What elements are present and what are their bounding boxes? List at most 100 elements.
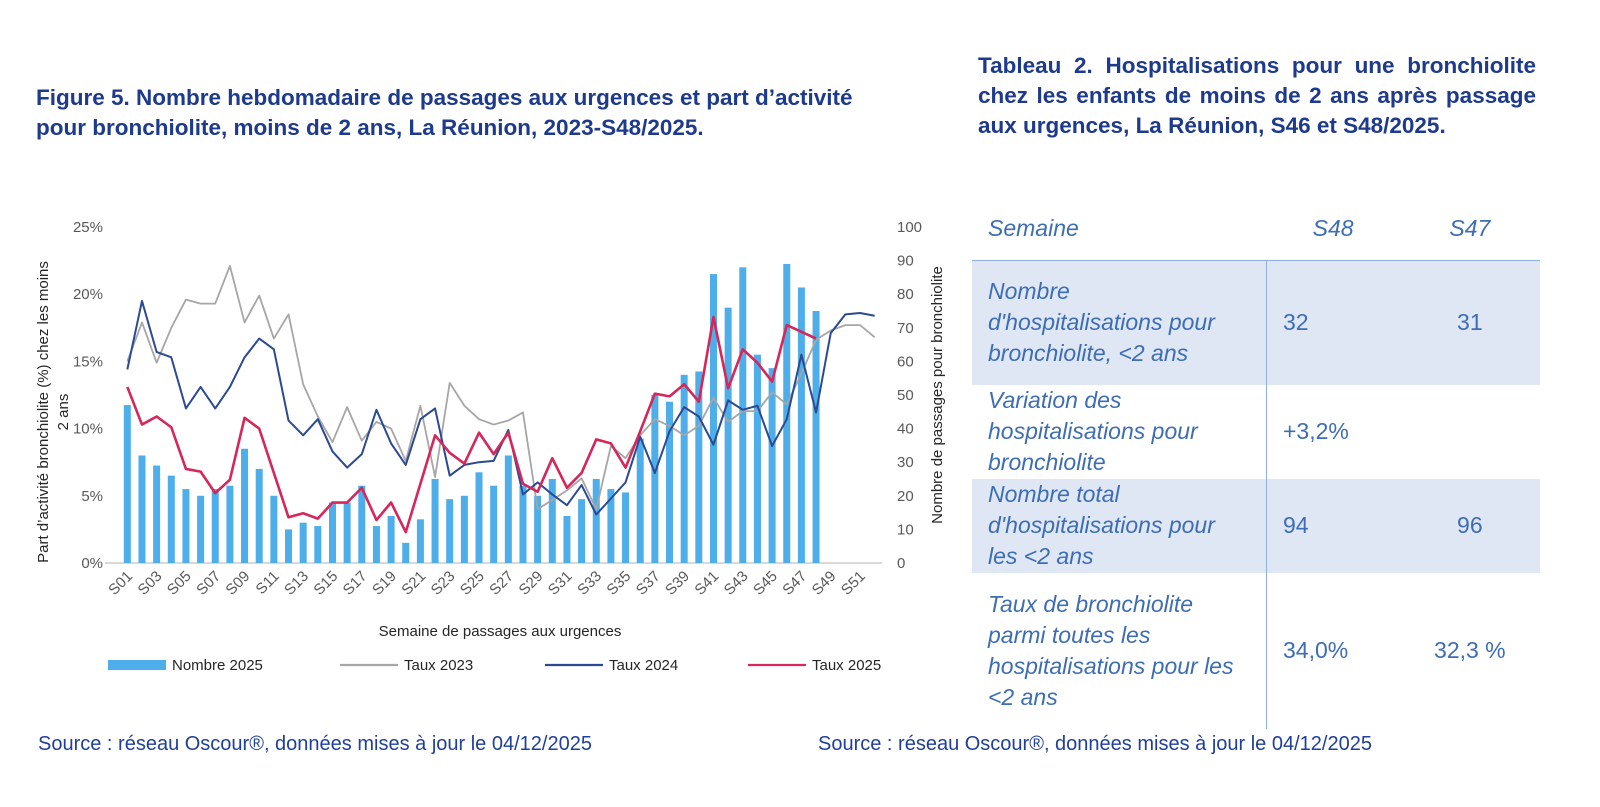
bar-nombre-2025-S06 bbox=[197, 495, 205, 563]
header-s48: S48 bbox=[1266, 196, 1400, 261]
x-tick-label: S23 bbox=[428, 568, 459, 599]
y-right-tick-label: 60 bbox=[897, 353, 914, 370]
y-left-tick-label: 10% bbox=[73, 421, 103, 438]
y-left-axis-title: Part d’activité bronchiolite (%) chez le… bbox=[35, 261, 52, 563]
bar-nombre-2025-S04 bbox=[167, 475, 175, 563]
x-tick-label: S41 bbox=[691, 568, 722, 599]
x-tick-label: S35 bbox=[603, 568, 634, 599]
x-tick-label: S01 bbox=[105, 568, 136, 599]
y-right-tick-label: 10 bbox=[897, 521, 914, 538]
table-row: Variation des hospitalisations pour bron… bbox=[972, 384, 1540, 479]
bar-nombre-2025-S41 bbox=[709, 274, 717, 563]
bar-nombre-2025-S32 bbox=[578, 499, 586, 563]
line-taux-2025 bbox=[126, 315, 817, 534]
bar-nombre-2025-S46 bbox=[783, 263, 791, 563]
y-left-tick-label: 15% bbox=[73, 353, 103, 370]
table-header-row: Semaine S48 S47 bbox=[972, 196, 1540, 261]
row-label: Nombre d'hospitalisations pour bronchiol… bbox=[972, 260, 1267, 385]
x-tick-label: S13 bbox=[281, 568, 312, 599]
x-tick-label: S47 bbox=[779, 568, 810, 599]
header-semaine: Semaine bbox=[972, 196, 1267, 261]
bar-nombre-2025-S37 bbox=[651, 395, 659, 563]
legend-label-taux-2024: Taux 2024 bbox=[609, 657, 678, 674]
bar-nombre-2025-S20 bbox=[402, 542, 410, 563]
y-left-tick-label: 5% bbox=[81, 488, 103, 505]
bar-nombre-2025-S33 bbox=[592, 479, 600, 563]
x-tick-label: S29 bbox=[516, 568, 547, 599]
x-tick-label: S21 bbox=[398, 568, 429, 599]
x-tick-label: S51 bbox=[838, 568, 869, 599]
y-left-tick-label: 0% bbox=[81, 555, 103, 572]
row-s48: +3,2% bbox=[1283, 418, 1349, 444]
y-right-tick-label: 70 bbox=[897, 320, 914, 337]
bar-nombre-2025-S28 bbox=[519, 485, 527, 563]
legend-swatch-nombre-2025 bbox=[108, 660, 166, 670]
bar-nombre-2025-S26 bbox=[490, 485, 498, 563]
x-tick-label: S07 bbox=[193, 568, 224, 599]
bar-nombre-2025-S39 bbox=[680, 374, 688, 563]
bar-nombre-2025-S43 bbox=[739, 267, 747, 563]
y-left-tick-label: 20% bbox=[73, 286, 103, 303]
row-label: Nombre total d'hospitalisations pour les… bbox=[972, 478, 1267, 573]
table-row: Taux de bronchiolite parmi toutes les ho… bbox=[972, 572, 1540, 729]
y-right-tick-label: 0 bbox=[897, 555, 905, 572]
bar-nombre-2025-S34 bbox=[607, 489, 615, 563]
bar-nombre-2025-S22 bbox=[431, 479, 439, 563]
bar-nombre-2025-S38 bbox=[666, 401, 674, 563]
bar-nombre-2025-S47 bbox=[797, 287, 805, 563]
bar-nombre-2025-S08 bbox=[226, 485, 234, 563]
x-tick-label: S33 bbox=[574, 568, 605, 599]
row-label: Taux de bronchiolite parmi toutes les ho… bbox=[972, 572, 1267, 729]
bar-nombre-2025-S31 bbox=[563, 515, 571, 563]
bar-nombre-2025-S07 bbox=[211, 489, 219, 563]
row-s47: 31 bbox=[1399, 260, 1540, 385]
row-s47 bbox=[1400, 385, 1540, 479]
x-tick-label: S05 bbox=[164, 568, 195, 599]
bar-nombre-2025-S18 bbox=[372, 526, 380, 563]
x-tick-label: S39 bbox=[662, 568, 693, 599]
bar-nombre-2025-S27 bbox=[504, 455, 512, 563]
row-label: Variation des hospitalisations pour bron… bbox=[972, 384, 1267, 479]
bar-nombre-2025-S15 bbox=[328, 502, 336, 563]
y-right-tick-label: 80 bbox=[897, 286, 914, 303]
bar-nombre-2025-S48 bbox=[812, 311, 820, 563]
x-tick-label: S17 bbox=[340, 568, 371, 599]
bar-nombre-2025-S21 bbox=[416, 519, 424, 563]
bar-nombre-2025-S01 bbox=[123, 405, 131, 563]
bar-nombre-2025-S09 bbox=[241, 448, 249, 563]
bar-nombre-2025-S36 bbox=[636, 438, 644, 563]
figure-title: Figure 5. Nombre hebdomadaire de passage… bbox=[36, 85, 853, 140]
table-source: Source : réseau Oscour®, données mises à… bbox=[818, 733, 1372, 755]
bronchiolite-chart: 0% 5% 10% 15% 20% 25% 0 10 20 30 40 50 60 70 80 90 100 S0… bbox=[35, 219, 946, 674]
bar-nombre-2025-S16 bbox=[343, 502, 351, 563]
header-s47: S47 bbox=[1399, 196, 1540, 261]
bar-nombre-2025-S17 bbox=[358, 485, 366, 563]
x-tick-label: S37 bbox=[633, 568, 664, 599]
table-title: Tableau 2. Hospitalisations pour une bro… bbox=[978, 53, 1536, 138]
bar-nombre-2025-S25 bbox=[475, 472, 483, 563]
y-right-tick-label: 30 bbox=[897, 454, 914, 471]
legend-label-nombre-2025: Nombre 2025 bbox=[172, 657, 263, 674]
legend-label-taux-2023: Taux 2023 bbox=[404, 657, 473, 674]
row-s48: 34,0% bbox=[1283, 637, 1349, 663]
row-s47: 96 bbox=[1399, 478, 1540, 573]
row-s47: 32,3 % bbox=[1434, 637, 1506, 663]
bar-nombre-2025-S42 bbox=[724, 307, 732, 563]
bar-nombre-2025-S30 bbox=[548, 479, 556, 563]
bar-nombre-2025-S45 bbox=[768, 368, 776, 563]
bar-nombre-2025-S23 bbox=[446, 499, 454, 563]
line-taux-2023 bbox=[126, 265, 876, 511]
x-tick-label: S09 bbox=[222, 568, 253, 599]
bar-nombre-2025-S44 bbox=[753, 354, 761, 563]
x-tick-label: S11 bbox=[253, 568, 283, 598]
bar-nombre-2025-S24 bbox=[460, 495, 468, 563]
legend-label-taux-2025: Taux 2025 bbox=[812, 657, 881, 674]
x-tick-label: S25 bbox=[457, 568, 488, 599]
bar-nombre-2025-S02 bbox=[138, 455, 146, 563]
x-axis-title: Semaine de passages aux urgences bbox=[379, 623, 622, 640]
x-tick-label: S31 bbox=[545, 568, 576, 599]
bar-nombre-2025-S29 bbox=[534, 495, 542, 563]
row-s48: 94 bbox=[1266, 478, 1400, 573]
bar-nombre-2025-S13 bbox=[299, 522, 307, 563]
line-taux-2024 bbox=[126, 299, 875, 516]
